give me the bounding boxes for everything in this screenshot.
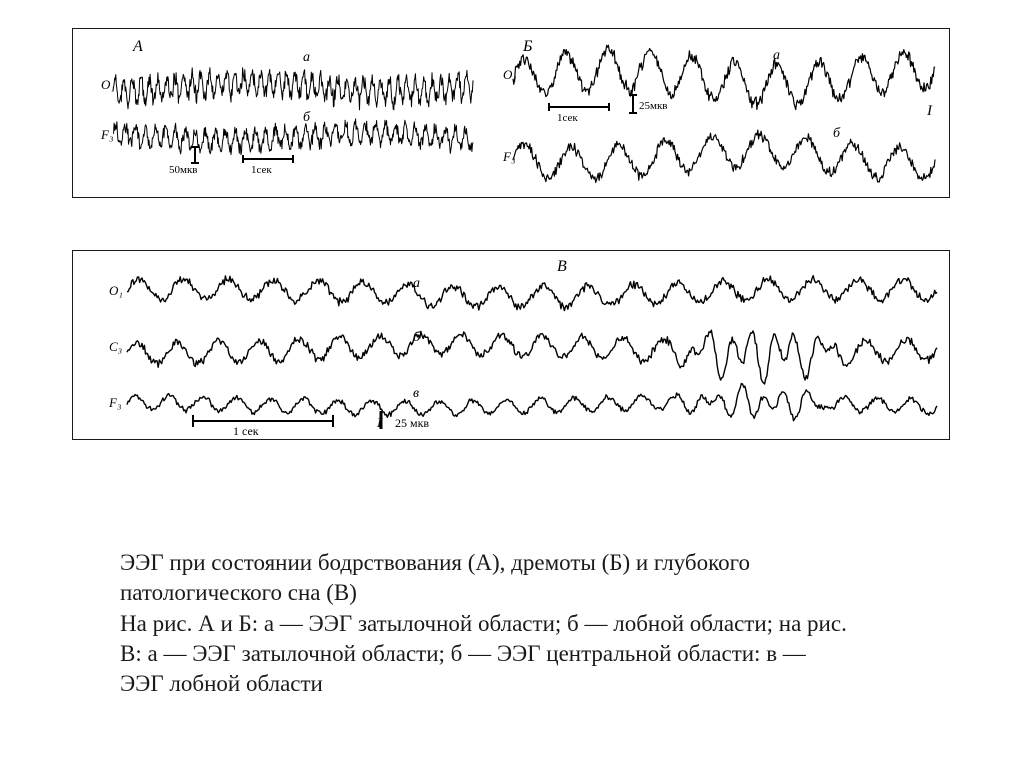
scale-50mkv: 50мкв	[169, 164, 198, 176]
label-F3-V: F₃	[108, 395, 121, 410]
trace-A-O1	[113, 68, 473, 110]
scale-25mkv-B: 25мкв	[639, 100, 668, 112]
label-O1-V: O₁	[109, 283, 123, 298]
caption-line: патологического сна (В)	[120, 578, 910, 608]
caption-line: На рис. А и Б: а — ЭЭГ затылочной област…	[120, 609, 910, 639]
trace-V-O1	[127, 276, 937, 311]
scale-1sec-V: 1 сек	[233, 424, 259, 438]
label-V-big: В	[557, 258, 567, 275]
eeg-panel-v: В O₁ C₃ F₃ а б в 1 сек 25 мкв I	[72, 250, 950, 440]
scale-25mkv-V: 25 мкв	[395, 416, 429, 430]
page-root: { "panelA": { "x": 72, "y": 28, "width":…	[0, 0, 1024, 767]
label-v-V: в	[413, 386, 419, 401]
trace-B-F3	[513, 130, 935, 182]
trace-V-C3	[127, 330, 937, 384]
label-b-trace: б	[303, 110, 311, 125]
label-b2: б	[833, 126, 841, 141]
caption-line: ЭЭГ лобной области	[120, 669, 910, 699]
label-B-big: Б	[522, 38, 533, 55]
label-F3-B: F₃	[502, 149, 515, 164]
label-I: I	[926, 103, 933, 119]
caption-line: В: а — ЭЭГ затылочной области; б — ЭЭГ ц…	[120, 639, 910, 669]
label-F3-A: F₃	[100, 127, 113, 142]
eeg-panel-ab: А а б O₁ F₃ Б а б O₁ F₃ I 50мкв 1сек 1се…	[72, 28, 950, 198]
eeg-svg-v: В O₁ C₃ F₃ а б в 1 сек 25 мкв I	[73, 251, 949, 439]
label-C3-V: C₃	[109, 339, 122, 354]
eeg-svg-ab: А а б O₁ F₃ Б а б O₁ F₃ I 50мкв 1сек 1се…	[73, 29, 949, 197]
trace-A-F3	[113, 119, 473, 155]
scale-1sec-A: 1сек	[251, 164, 272, 176]
scale-1sec-B: 1сек	[557, 112, 578, 124]
label-a-trace: а	[303, 50, 310, 65]
trace-V-F3	[127, 384, 937, 421]
figure-caption: ЭЭГ при состоянии бодрствования (А), дре…	[120, 548, 910, 700]
label-A: А	[132, 38, 143, 55]
caption-line: ЭЭГ при состоянии бодрствования (А), дре…	[120, 548, 910, 578]
trace-B-O1	[513, 45, 935, 109]
